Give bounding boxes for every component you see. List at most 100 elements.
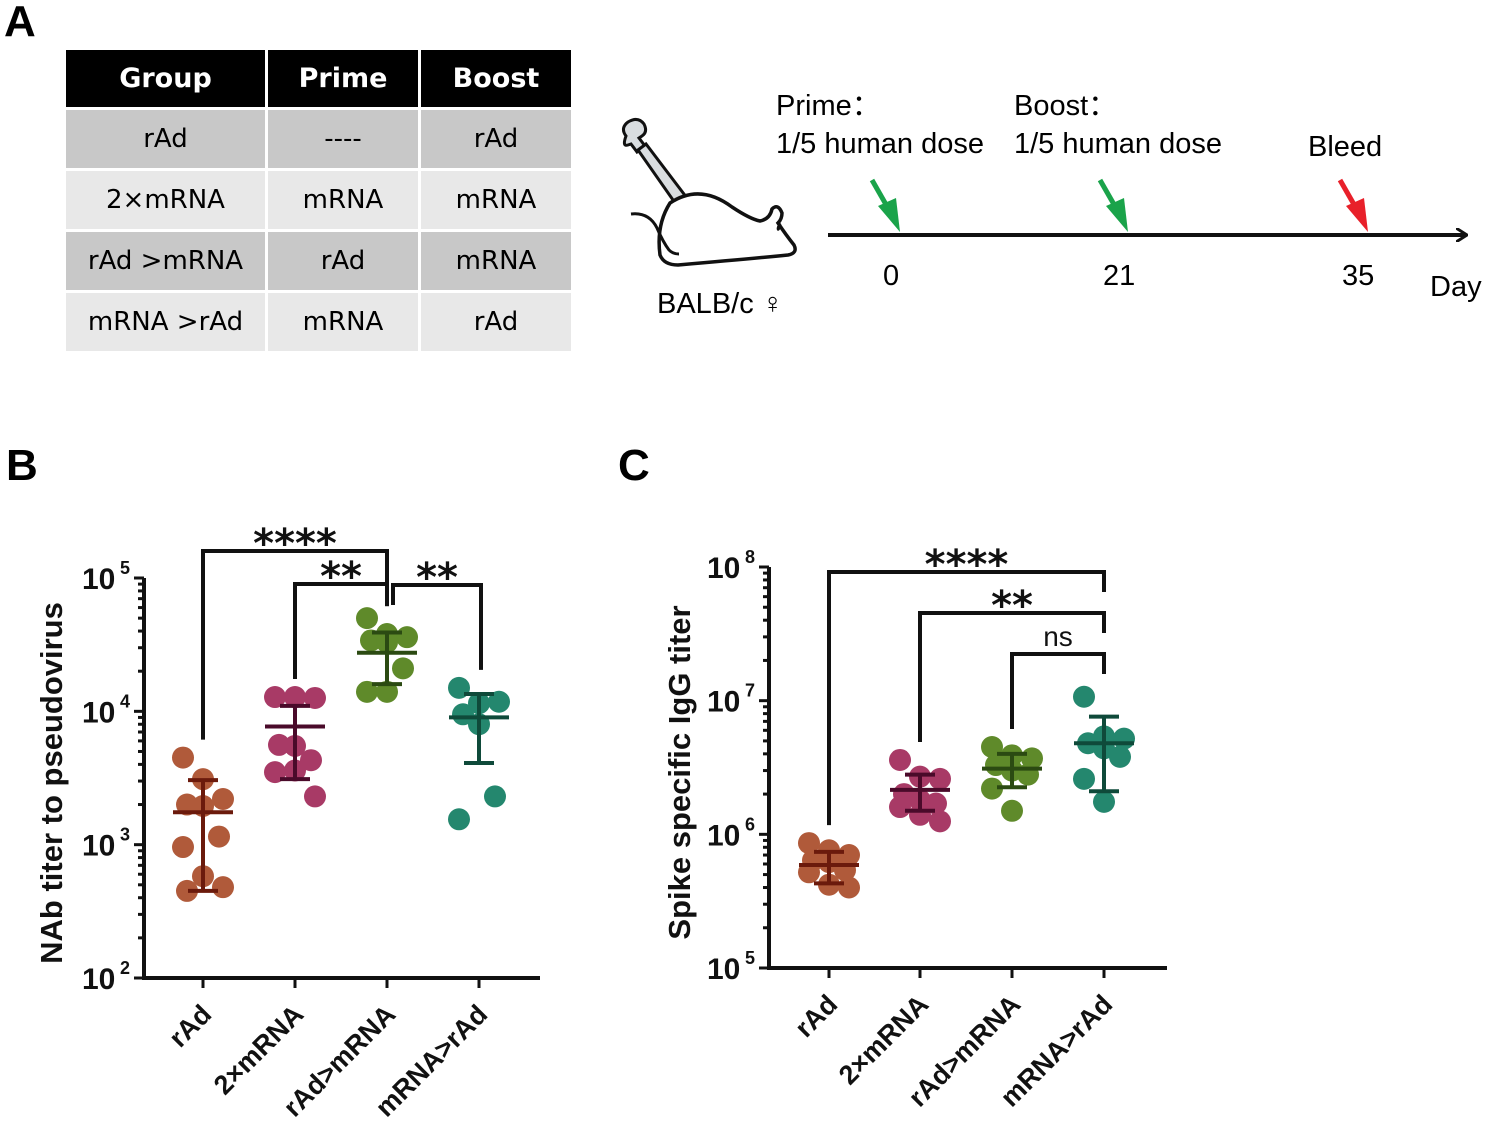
panel-label-c: C bbox=[618, 441, 650, 490]
y-tick-exponent: 8 bbox=[745, 547, 755, 567]
data-point bbox=[798, 832, 820, 855]
prime-label: Prime： bbox=[776, 90, 881, 122]
data-point bbox=[392, 657, 414, 680]
y-tick-exponent: 7 bbox=[745, 681, 755, 701]
data-point bbox=[176, 793, 198, 816]
y-tick-exponent: 2 bbox=[120, 958, 130, 978]
cell-prime: mRNA bbox=[268, 171, 418, 229]
significance-label: ** bbox=[320, 554, 362, 600]
significance-label: ** bbox=[416, 555, 458, 601]
significance-bracket bbox=[201, 549, 389, 740]
prime-dose-label: 1/5 human dose bbox=[776, 128, 984, 160]
data-point bbox=[1073, 767, 1095, 790]
series-3 bbox=[1073, 685, 1135, 813]
y-tick-label: 10 bbox=[707, 819, 740, 852]
data-point bbox=[304, 785, 326, 808]
y-tick-label: 10 bbox=[82, 563, 115, 596]
significance-label: **** bbox=[253, 521, 337, 567]
cell-boost: rAd bbox=[421, 110, 571, 168]
boost-dose-label: 1/5 human dose bbox=[1014, 128, 1222, 160]
data-point bbox=[1113, 727, 1135, 750]
y-tick-exponent: 4 bbox=[120, 691, 130, 711]
significance-bracket bbox=[391, 583, 483, 670]
cell-group: rAd bbox=[66, 110, 265, 168]
y-tick-base: 10 bbox=[707, 552, 740, 585]
series-3 bbox=[448, 676, 510, 831]
data-point bbox=[172, 836, 194, 859]
cell-prime: rAd bbox=[268, 232, 418, 290]
cell-prime: mRNA bbox=[268, 293, 418, 351]
series-0 bbox=[798, 832, 860, 899]
y-tick-base: 10 bbox=[82, 830, 115, 863]
data-point bbox=[981, 777, 1003, 800]
cell-group: rAd >mRNA bbox=[66, 232, 265, 290]
data-point bbox=[304, 686, 326, 709]
data-point bbox=[1073, 685, 1095, 708]
data-point bbox=[1093, 790, 1115, 813]
bleed-label: Bleed bbox=[1308, 131, 1382, 163]
data-point bbox=[396, 626, 418, 649]
y-tick-base: 10 bbox=[707, 953, 740, 986]
day-35-label: 35 bbox=[1342, 260, 1374, 292]
day-21-label: 21 bbox=[1103, 260, 1135, 292]
y-tick-label: 10 bbox=[82, 830, 115, 863]
day-0-label: 0 bbox=[883, 260, 899, 292]
y-tick-label: 10 bbox=[707, 686, 740, 719]
data-point bbox=[300, 749, 322, 772]
data-point bbox=[448, 808, 470, 831]
header-prime: Prime bbox=[268, 50, 418, 107]
significance-label: **** bbox=[925, 542, 1009, 588]
data-point bbox=[212, 788, 234, 811]
boost-label: Boost： bbox=[1014, 90, 1117, 122]
data-point bbox=[452, 703, 474, 726]
significance-label: ** bbox=[991, 583, 1033, 629]
cell-boost: mRNA bbox=[421, 171, 571, 229]
y-tick-exponent: 6 bbox=[745, 814, 755, 834]
y-tick-base: 10 bbox=[82, 696, 115, 729]
strain-label: BALB/c ♀ bbox=[657, 288, 784, 320]
data-point bbox=[484, 785, 506, 808]
y-tick-exponent: 5 bbox=[120, 558, 130, 578]
data-point bbox=[172, 746, 194, 769]
y-tick-base: 10 bbox=[82, 963, 115, 996]
significance-bracket bbox=[1010, 652, 1106, 730]
significance-bracket bbox=[827, 570, 1106, 826]
significance-bracket bbox=[918, 611, 1106, 742]
data-point bbox=[212, 876, 234, 899]
data-point bbox=[1109, 745, 1131, 768]
data-point bbox=[360, 629, 382, 652]
y-axis-label: Spike specific IgG titer bbox=[662, 605, 697, 939]
series-1 bbox=[889, 748, 951, 833]
cell-group: 2×mRNA bbox=[66, 171, 265, 229]
y-tick-exponent: 3 bbox=[120, 825, 130, 845]
y-axis-label: NAb titer to pseudovirus bbox=[34, 602, 69, 964]
significance-bracket bbox=[293, 582, 389, 680]
y-tick-label: 10 bbox=[707, 552, 740, 585]
regimen-table: Group Prime Boost rAd ---- rAd 2×mRNA mR… bbox=[63, 47, 574, 354]
table-row: mRNA >rAd mRNA rAd bbox=[66, 293, 571, 351]
panel-label-a: A bbox=[4, 0, 36, 46]
data-point bbox=[356, 607, 378, 630]
data-point bbox=[929, 767, 951, 790]
table-row: rAd >mRNA rAd mRNA bbox=[66, 232, 571, 290]
table-row: rAd ---- rAd bbox=[66, 110, 571, 168]
header-group: Group bbox=[66, 50, 265, 107]
y-tick-base: 10 bbox=[707, 686, 740, 719]
cell-boost: rAd bbox=[421, 293, 571, 351]
header-boost: Boost bbox=[421, 50, 571, 107]
series-2 bbox=[981, 736, 1043, 822]
data-point bbox=[1001, 799, 1023, 822]
data-point bbox=[889, 748, 911, 771]
data-point bbox=[208, 825, 230, 848]
day-unit-label: Day bbox=[1430, 271, 1482, 303]
prime-arrow-icon bbox=[869, 178, 900, 232]
data-point bbox=[889, 796, 911, 819]
data-point bbox=[929, 810, 951, 833]
mouse-injection-icon bbox=[621, 117, 797, 267]
data-point bbox=[268, 733, 290, 756]
data-point bbox=[264, 686, 286, 709]
table-header-row: Group Prime Boost bbox=[66, 50, 571, 107]
cell-prime: ---- bbox=[268, 110, 418, 168]
